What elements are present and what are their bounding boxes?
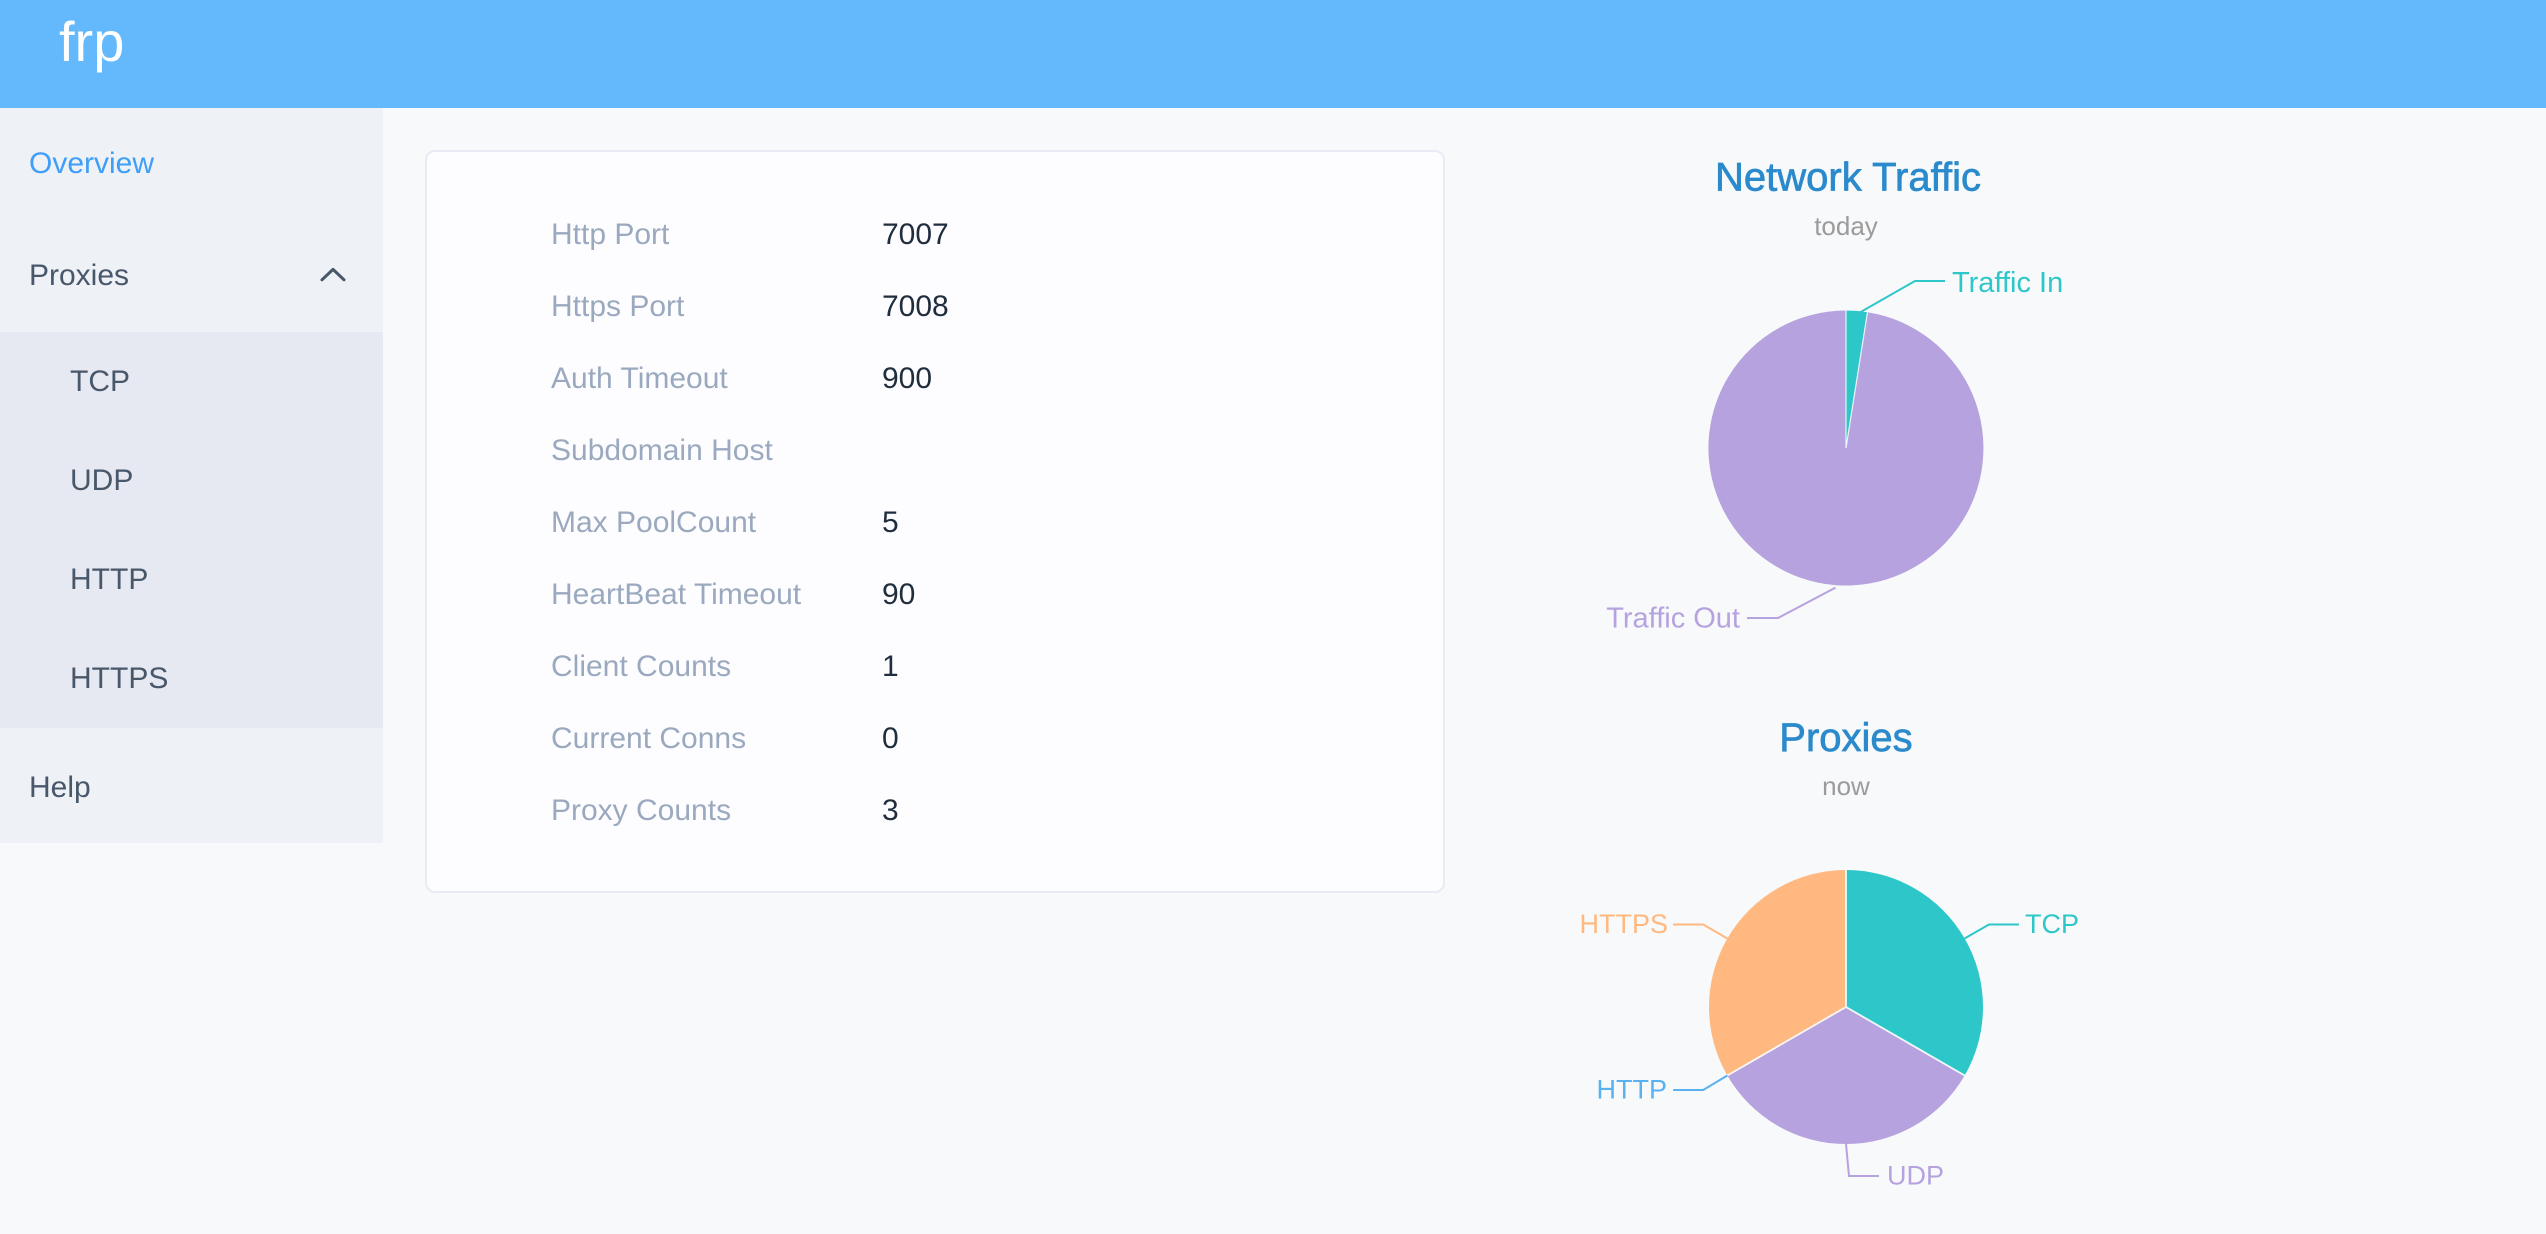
svg-text:HTTP: HTTP bbox=[1597, 1075, 1668, 1105]
svg-text:TCP: TCP bbox=[2025, 909, 2079, 939]
svg-text:Traffic Out: Traffic Out bbox=[1606, 603, 1740, 635]
svg-text:Proxies: Proxies bbox=[1779, 716, 1912, 760]
svg-text:today: today bbox=[1814, 211, 1878, 241]
svg-text:HTTPS: HTTPS bbox=[1579, 909, 1668, 939]
svg-text:now: now bbox=[1822, 771, 1870, 801]
svg-text:Network Traffic: Network Traffic bbox=[1715, 156, 1981, 200]
svg-text:UDP: UDP bbox=[1887, 1160, 1944, 1190]
svg-text:Traffic In: Traffic In bbox=[1952, 267, 2063, 299]
